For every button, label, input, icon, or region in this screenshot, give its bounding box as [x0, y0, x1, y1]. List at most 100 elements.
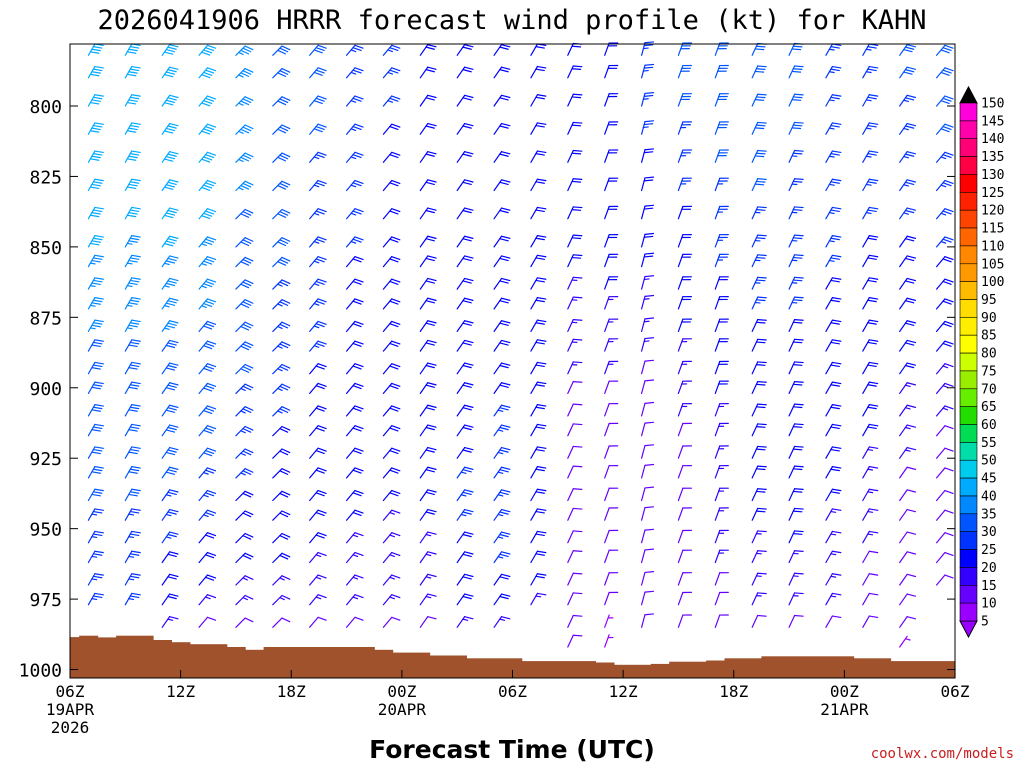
wind-barb — [935, 298, 954, 310]
wind-barb — [604, 529, 619, 544]
wind-barb — [493, 466, 511, 479]
wind-barb — [272, 45, 291, 56]
wind-barb — [456, 44, 474, 56]
wind-barb — [161, 616, 179, 628]
wind-barb — [456, 382, 474, 394]
wind-barb — [788, 592, 804, 606]
wind-barb — [309, 594, 327, 606]
colorbar-cell — [959, 156, 978, 175]
wind-barb — [604, 614, 614, 628]
wind-barb — [161, 551, 179, 564]
wind-barb — [309, 67, 327, 79]
wind-barb — [899, 593, 917, 606]
wind-barb — [382, 320, 401, 332]
wind-barb — [899, 207, 917, 220]
wind-barb — [346, 67, 364, 79]
wind-barb — [751, 338, 767, 352]
colorbar-cell — [959, 316, 978, 336]
terrain-step — [116, 635, 154, 678]
wind-barb — [198, 256, 217, 268]
wind-barb — [677, 296, 692, 310]
wind-barb — [862, 488, 879, 502]
wind-barb — [567, 93, 583, 107]
wind-barb — [567, 276, 583, 290]
wind-barb — [456, 616, 474, 628]
wind-barb — [640, 548, 655, 564]
wind-barb — [87, 573, 104, 586]
wind-barb — [456, 179, 474, 192]
wind-barb — [493, 551, 511, 564]
wind-barb — [714, 42, 729, 56]
wind-barb — [751, 276, 767, 290]
wind-barb — [161, 362, 179, 375]
wind-barb — [825, 235, 842, 248]
wind-barb — [530, 466, 547, 479]
wind-barb — [346, 208, 364, 220]
wind-barb — [382, 298, 401, 310]
wind-barb — [899, 235, 917, 248]
wind-barb — [899, 277, 917, 290]
wind-barb — [198, 594, 217, 606]
wind-barb — [751, 572, 767, 586]
y-tick-label: 850 — [29, 238, 62, 259]
wind-barb — [419, 489, 437, 502]
wind-barb — [751, 93, 767, 107]
wind-barb — [751, 206, 767, 220]
wind-barb — [456, 339, 474, 352]
wind-barb — [382, 551, 401, 564]
wind-barb — [714, 487, 729, 502]
wind-barb — [825, 530, 842, 544]
wind-barb — [161, 277, 179, 290]
wind-barb — [788, 178, 804, 192]
wind-barb — [309, 509, 327, 521]
wind-barb — [788, 319, 804, 332]
wind-barb — [714, 549, 729, 564]
wind-barb — [272, 124, 291, 135]
wind-barb — [456, 466, 474, 479]
wind-barb — [198, 298, 217, 310]
wind-barb — [825, 254, 842, 268]
wind-barb — [346, 320, 364, 332]
wind-barb — [419, 466, 437, 479]
wind-barb — [235, 299, 254, 310]
terrain-step — [189, 644, 228, 678]
wind-barb — [825, 297, 842, 310]
wind-barb — [419, 404, 437, 417]
wind-barb — [530, 508, 547, 521]
wind-barb — [235, 208, 254, 220]
wind-barb — [87, 206, 104, 220]
wind-barb — [493, 616, 511, 628]
wind-barb — [382, 616, 401, 628]
wind-barb — [899, 320, 917, 332]
x-tick-label: 00Z — [830, 682, 859, 701]
wind-barb — [124, 235, 141, 248]
wind-barb — [493, 531, 511, 544]
wind-barb — [161, 255, 179, 268]
wind-barb — [87, 446, 104, 459]
wind-barb — [640, 506, 655, 521]
terrain-step — [374, 649, 394, 678]
wind-barb — [825, 488, 842, 502]
wind-barb — [899, 382, 917, 394]
wind-barb — [235, 448, 254, 459]
wind-barb — [935, 574, 954, 586]
wind-barb — [788, 488, 804, 502]
wind-barb — [751, 488, 767, 502]
wind-barb — [309, 405, 327, 417]
wind-barb — [899, 404, 917, 417]
wind-barb — [751, 423, 767, 437]
wind-barb — [161, 508, 179, 521]
wind-barb — [493, 339, 511, 352]
wind-barb — [235, 406, 254, 417]
wind-barb — [382, 467, 401, 479]
wind-barb — [198, 467, 217, 479]
wind-barb — [788, 149, 804, 163]
x-tick-label: 18Z — [719, 682, 748, 701]
wind-barb — [272, 594, 291, 606]
wind-barb — [788, 254, 804, 268]
wind-barb — [456, 235, 474, 248]
wind-barb — [640, 486, 655, 502]
terrain-step — [466, 658, 523, 678]
wind-barb — [161, 179, 179, 192]
y-tick-label: 875 — [29, 308, 62, 329]
